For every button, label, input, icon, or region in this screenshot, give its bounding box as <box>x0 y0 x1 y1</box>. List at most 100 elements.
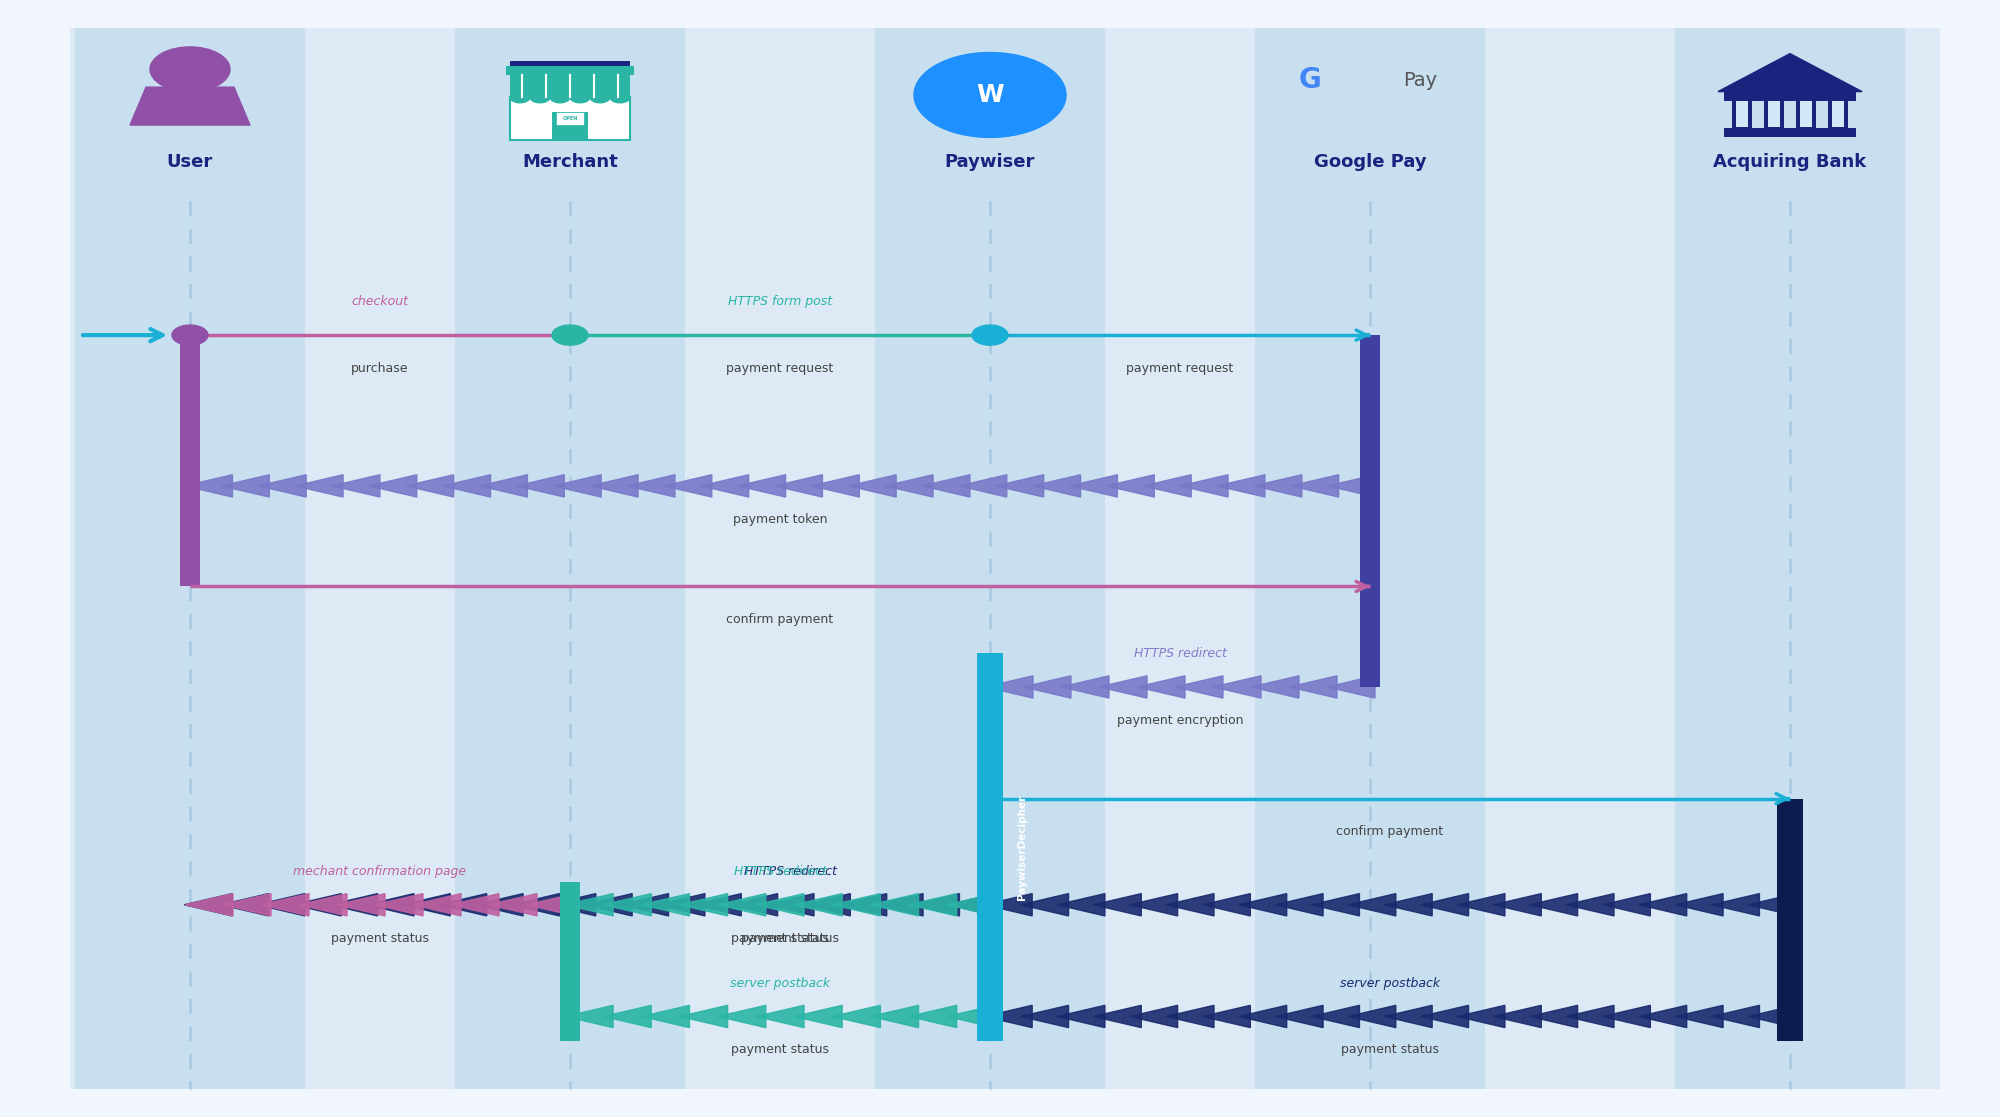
Text: HTTPS redirect: HTTPS redirect <box>1134 647 1226 660</box>
Polygon shape <box>756 1005 804 1028</box>
Polygon shape <box>1328 676 1376 698</box>
Polygon shape <box>812 475 860 497</box>
Text: confirm payment: confirm payment <box>726 613 834 627</box>
Polygon shape <box>604 894 652 916</box>
Circle shape <box>914 52 1066 137</box>
Text: payment status: payment status <box>732 932 830 945</box>
Polygon shape <box>300 894 348 916</box>
Polygon shape <box>832 894 880 916</box>
Polygon shape <box>450 894 500 916</box>
Bar <box>510 75 630 97</box>
Polygon shape <box>402 894 450 916</box>
Polygon shape <box>480 475 528 497</box>
Polygon shape <box>766 894 814 916</box>
Polygon shape <box>1166 1005 1214 1028</box>
Polygon shape <box>256 894 304 916</box>
Polygon shape <box>222 475 270 497</box>
Polygon shape <box>1290 475 1338 497</box>
Polygon shape <box>1166 894 1214 916</box>
Polygon shape <box>376 894 424 916</box>
Polygon shape <box>848 475 896 497</box>
Bar <box>454 28 684 1089</box>
Bar <box>876 28 1104 1089</box>
Text: checkout: checkout <box>352 295 408 308</box>
Polygon shape <box>738 475 786 497</box>
Circle shape <box>550 92 570 103</box>
Polygon shape <box>584 894 632 916</box>
Polygon shape <box>1032 475 1080 497</box>
Polygon shape <box>1290 676 1338 698</box>
Polygon shape <box>700 475 748 497</box>
Polygon shape <box>1348 894 1396 916</box>
Bar <box>556 112 584 125</box>
Text: payment request: payment request <box>726 362 834 375</box>
Polygon shape <box>1676 894 1724 916</box>
Bar <box>976 653 1002 1041</box>
Polygon shape <box>774 475 822 497</box>
Polygon shape <box>626 475 674 497</box>
Text: HTTPS redirect: HTTPS redirect <box>744 865 836 878</box>
Bar <box>1736 101 1748 127</box>
Polygon shape <box>526 894 576 916</box>
Circle shape <box>590 92 610 103</box>
Text: payment status: payment status <box>732 1043 830 1057</box>
Text: confirm payment: confirm payment <box>1336 825 1444 839</box>
Polygon shape <box>958 475 1006 497</box>
Circle shape <box>150 47 230 92</box>
Polygon shape <box>412 894 460 916</box>
Bar <box>76 28 304 1089</box>
Polygon shape <box>794 1005 842 1028</box>
Polygon shape <box>642 1005 690 1028</box>
Circle shape <box>172 325 208 345</box>
Bar <box>1732 101 1752 128</box>
Polygon shape <box>718 894 766 916</box>
Bar <box>1724 92 1856 101</box>
Polygon shape <box>130 87 250 125</box>
Circle shape <box>610 92 630 103</box>
Polygon shape <box>832 1005 880 1028</box>
Polygon shape <box>1056 1005 1104 1028</box>
Polygon shape <box>260 894 310 916</box>
Polygon shape <box>1276 1005 1324 1028</box>
Circle shape <box>510 92 530 103</box>
Text: payment request: payment request <box>1126 362 1234 375</box>
Polygon shape <box>488 894 536 916</box>
Bar <box>1800 101 1812 127</box>
Polygon shape <box>908 894 956 916</box>
Polygon shape <box>1566 894 1614 916</box>
Polygon shape <box>604 1005 652 1028</box>
Polygon shape <box>946 894 994 916</box>
Text: PaywiserDecipher: PaywiserDecipher <box>1018 794 1028 900</box>
Text: payment status: payment status <box>740 932 840 945</box>
Text: Merchant: Merchant <box>522 153 618 171</box>
Polygon shape <box>1252 676 1300 698</box>
Polygon shape <box>566 1005 614 1028</box>
Bar <box>1778 799 1804 1041</box>
Polygon shape <box>794 894 842 916</box>
Polygon shape <box>756 894 804 916</box>
Polygon shape <box>1216 475 1264 497</box>
Polygon shape <box>330 894 378 916</box>
Text: OPEN: OPEN <box>562 116 578 121</box>
Polygon shape <box>1144 475 1192 497</box>
Polygon shape <box>1094 894 1142 916</box>
Polygon shape <box>838 894 886 916</box>
Polygon shape <box>548 894 596 916</box>
Bar <box>1724 128 1856 137</box>
Polygon shape <box>566 894 614 916</box>
Polygon shape <box>664 475 712 497</box>
Polygon shape <box>220 894 268 916</box>
Text: payment status: payment status <box>332 932 428 945</box>
Polygon shape <box>512 894 560 916</box>
Polygon shape <box>1602 1005 1650 1028</box>
Polygon shape <box>1712 1005 1760 1028</box>
Polygon shape <box>620 894 668 916</box>
Text: purchase: purchase <box>352 362 408 375</box>
Polygon shape <box>1420 1005 1468 1028</box>
Polygon shape <box>1384 1005 1432 1028</box>
Polygon shape <box>876 894 924 916</box>
Bar <box>1832 101 1844 127</box>
Circle shape <box>552 325 588 345</box>
Polygon shape <box>224 894 272 916</box>
Bar <box>1796 101 1816 128</box>
